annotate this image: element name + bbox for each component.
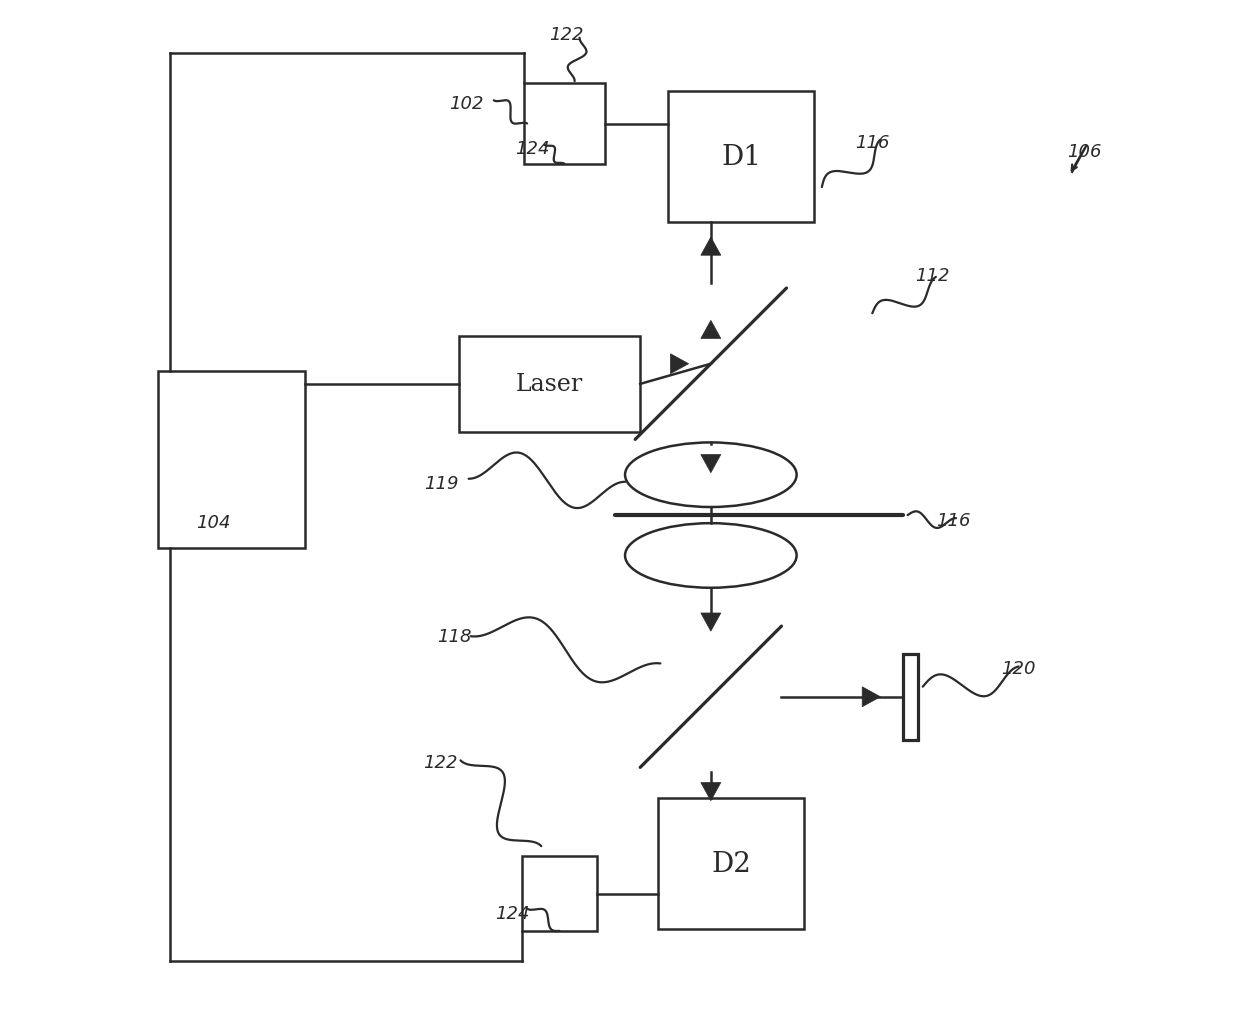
Polygon shape <box>701 238 720 256</box>
Bar <box>658 798 805 929</box>
Bar <box>668 92 815 223</box>
Text: 112: 112 <box>915 267 950 285</box>
Text: 118: 118 <box>438 628 471 646</box>
Bar <box>159 372 305 548</box>
Polygon shape <box>701 614 720 632</box>
Text: 116: 116 <box>936 512 970 530</box>
Text: 124: 124 <box>495 904 529 922</box>
Text: 124: 124 <box>515 140 549 158</box>
Polygon shape <box>671 355 688 374</box>
Polygon shape <box>701 783 720 801</box>
Bar <box>903 654 918 740</box>
Text: 106: 106 <box>1066 143 1101 161</box>
Polygon shape <box>701 321 720 339</box>
Polygon shape <box>701 455 720 473</box>
Text: 120: 120 <box>1002 660 1035 677</box>
Bar <box>459 337 640 433</box>
Text: 122: 122 <box>423 753 458 771</box>
Text: 119: 119 <box>424 474 459 492</box>
Polygon shape <box>862 687 880 707</box>
Text: D1: D1 <box>722 145 761 171</box>
Text: 102: 102 <box>449 95 484 113</box>
Text: 104: 104 <box>196 514 231 532</box>
Text: D2: D2 <box>711 850 751 877</box>
Text: Laser: Laser <box>516 373 583 396</box>
Bar <box>525 84 605 165</box>
Bar <box>522 856 598 931</box>
Text: 122: 122 <box>549 25 584 43</box>
Text: 116: 116 <box>856 133 889 152</box>
